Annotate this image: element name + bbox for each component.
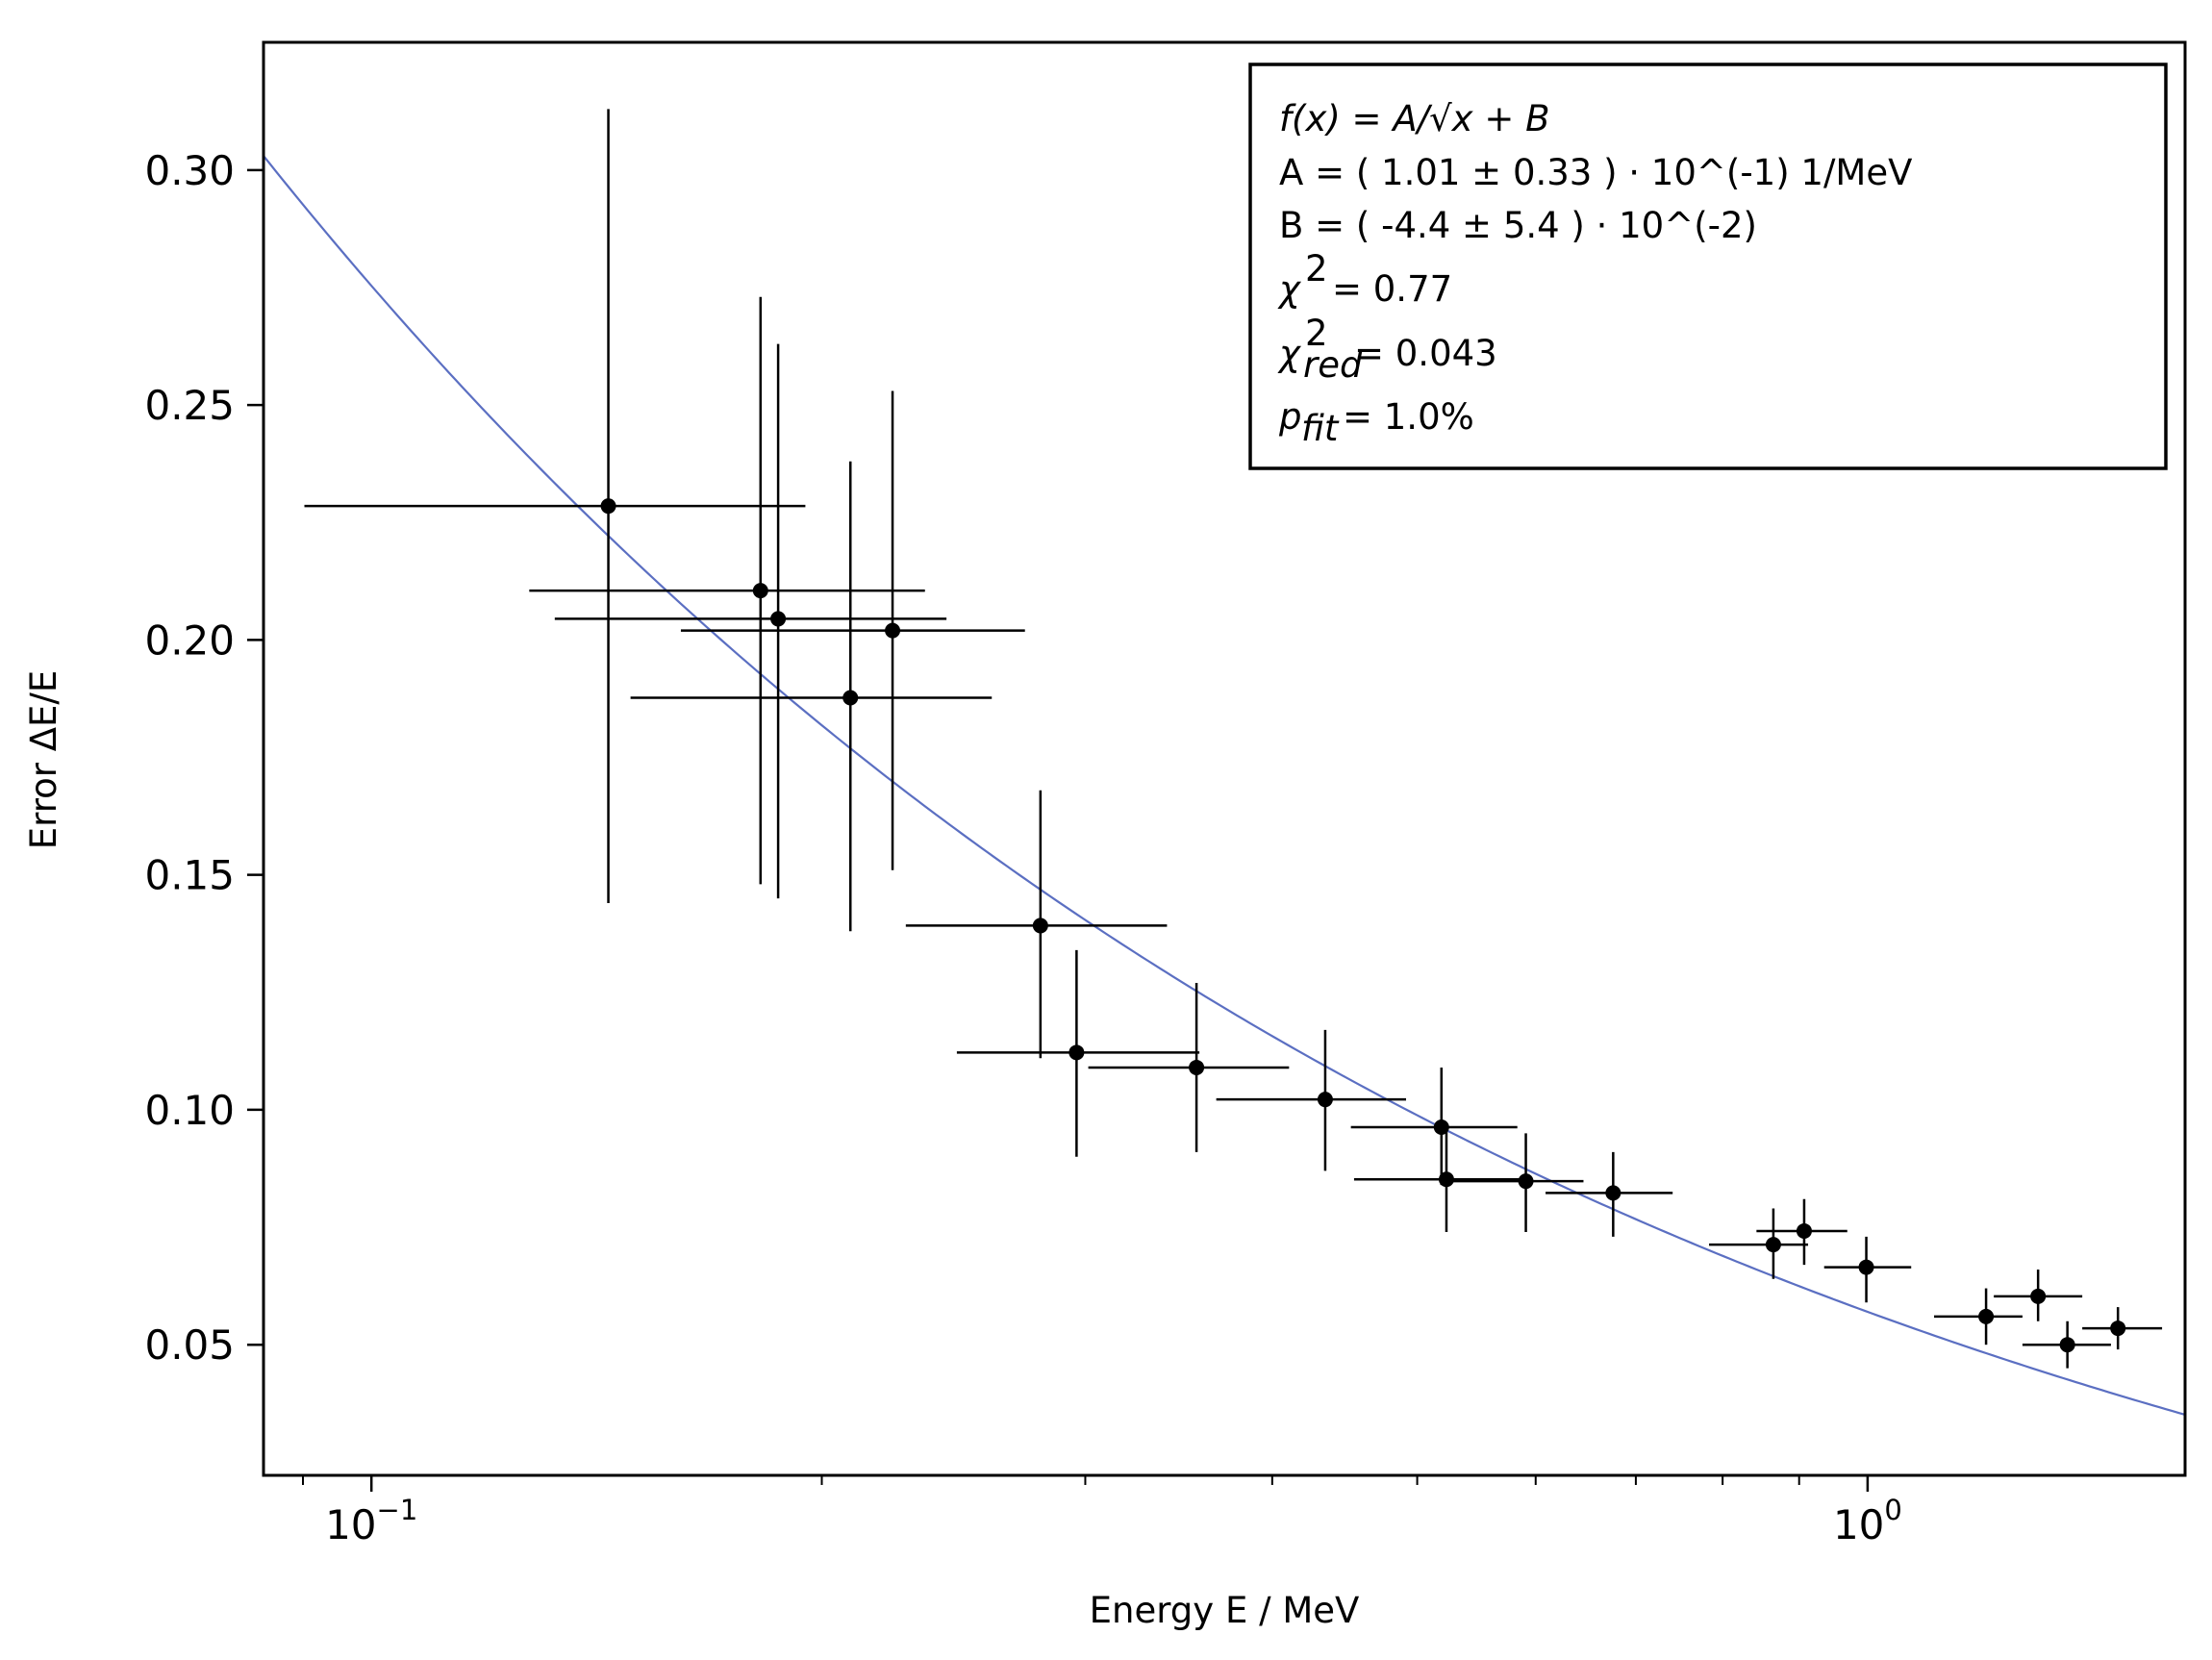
legend-param-b: B = ( -4.4 ± 5.4 ) · 10^(-2) (1279, 205, 1757, 246)
point-marker (1796, 1222, 1812, 1239)
point-marker (752, 583, 768, 599)
chi2-value: = 0.77 (1332, 268, 1452, 310)
chi2-superscript: 2 (1305, 248, 1328, 289)
x-axis-label: Energy E / MeV (1090, 1590, 1360, 1631)
legend-frame (1248, 63, 2168, 470)
chi2-red-value: = 0.043 (1354, 333, 1497, 374)
legend-p-fit: p fit = 1.0% (1278, 396, 1474, 449)
data-point (630, 461, 993, 932)
x-minor-ticks (302, 1475, 1800, 1485)
chi2-red-superscript: 2 (1305, 313, 1328, 354)
x-tick-label: 10−1 (325, 1494, 417, 1548)
point-marker (842, 690, 859, 706)
p-fit-value: = 1.0% (1343, 396, 1474, 438)
plot-area (262, 40, 2187, 1477)
data-point (1350, 1067, 1518, 1186)
data-point (554, 343, 947, 899)
data-point (680, 390, 1025, 870)
y-tick-label: 0.25 (144, 382, 235, 429)
y-ticks: 0.05 0.10 0.15 0.20 0.25 0.30 (144, 147, 264, 1369)
point-marker (1189, 1059, 1205, 1075)
y-tick-label: 0.30 (144, 147, 235, 194)
data-point (1709, 1208, 1809, 1279)
data-point (1756, 1198, 1848, 1266)
legend-formula: f(x) = A/√x + B (1279, 98, 1549, 139)
point-marker (1765, 1237, 1781, 1253)
y-tick-label: 0.10 (144, 1087, 235, 1134)
point-marker (600, 498, 616, 515)
legend-box: f(x) = A/√x + B A = ( 1.01 ± 0.33 ) · 10… (1248, 63, 2168, 470)
x-ticks: 10−1 100 (325, 1475, 1902, 1548)
fit-curve (263, 155, 2186, 1416)
data-point (2022, 1320, 2111, 1369)
point-marker (2059, 1337, 2075, 1353)
chi2-red-subscript: red (1303, 344, 1363, 386)
legend-param-a: A = ( 1.01 ± 0.33 ) · 10^(-1) 1/MeV (1279, 152, 1912, 193)
data-point (304, 109, 806, 903)
point-marker (2030, 1288, 2047, 1304)
point-marker (1032, 918, 1048, 934)
data-points (304, 109, 2163, 1369)
data-point (1353, 1123, 1522, 1232)
y-tick-label: 0.05 (144, 1321, 235, 1369)
data-point (1447, 1133, 1584, 1232)
chi-symbol: χ (1277, 268, 1302, 310)
p-fit-subscript: fit (1301, 408, 1340, 449)
point-marker (885, 622, 901, 639)
point-marker (1605, 1185, 1621, 1201)
chi-red-symbol: χ (1277, 333, 1302, 374)
data-point (1823, 1236, 1912, 1303)
y-axis-label: Error ΔE/E (23, 670, 64, 849)
data-point (905, 790, 1168, 1059)
data-point (1216, 1029, 1406, 1171)
data-point (2082, 1307, 2163, 1350)
data-point (1934, 1288, 2023, 1346)
data-point (1088, 983, 1290, 1152)
x-tick-label: 100 (1833, 1494, 1902, 1548)
point-marker (770, 611, 787, 627)
point-marker (2110, 1320, 2126, 1337)
point-marker (1438, 1171, 1454, 1188)
data-point (956, 949, 1200, 1157)
point-marker (1518, 1173, 1534, 1190)
y-tick-label: 0.15 (144, 852, 235, 899)
data-point (1994, 1270, 2083, 1321)
legend-chi2: χ 2 = 0.77 (1277, 248, 1452, 310)
point-marker (1068, 1044, 1085, 1061)
p-symbol: p (1278, 396, 1302, 438)
y-tick-label: 0.20 (144, 616, 235, 664)
plot-frame (262, 40, 2187, 1477)
point-marker (1858, 1259, 1874, 1275)
legend-chi2-red: χ 2 red = 0.043 (1277, 313, 1497, 386)
data-point (529, 296, 925, 885)
point-marker (1978, 1308, 1995, 1324)
point-marker (1317, 1092, 1333, 1108)
data-point (1546, 1151, 1673, 1237)
